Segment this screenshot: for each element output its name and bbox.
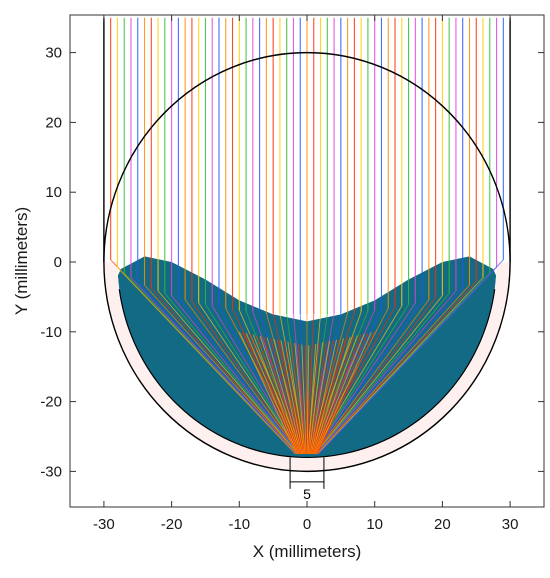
focal-ray [245,333,299,455]
focal-ray [311,338,341,455]
x-tick-label: -30 [93,516,115,533]
x-tick-label: -10 [228,516,250,533]
reflected-ray [313,302,416,455]
x-tick-label: 20 [434,516,451,533]
focal-ray [297,343,307,454]
reflected-ray [157,290,299,455]
reflected-ray [313,301,423,455]
focal-ray [310,340,334,455]
focal-ray [309,341,327,455]
focal-ray [266,337,302,455]
focal-ray [304,345,308,454]
focal-ray [249,333,299,455]
focal-ray [252,334,300,455]
reflected-ray [318,259,504,455]
aperture-bracket [289,457,325,489]
reflected-ray [315,293,450,455]
x-tick-label: -20 [161,516,183,533]
y-axis-label: Y (millimeters) [12,207,31,315]
reflected-ray [178,297,300,455]
y-tick-label: 30 [45,45,62,62]
ray-trace-group [110,17,504,455]
reflected-ray [130,277,297,455]
reflected-ray [144,284,298,455]
reflected-ray [316,287,464,455]
focal-ray [316,331,376,455]
focal-ray [242,332,298,455]
reflected-ray [123,272,297,455]
reflected-ray [171,295,300,455]
focal-ray [314,334,362,455]
y-tick-label: -30 [40,463,62,480]
focal-ray [301,344,307,454]
reflected-ray [314,295,443,455]
reflected-ray [191,301,301,455]
reflected-ray [314,297,436,455]
focal-ray [309,341,331,455]
focal-ray [306,345,310,454]
focal-ray [308,342,324,455]
reflected-ray [184,299,301,455]
x-tick-label: 10 [366,516,383,533]
reflected-ray [164,293,299,455]
reflected-ray [313,299,430,455]
y-tick-label: 20 [45,114,62,131]
focal-ray [277,339,304,455]
y-tick-label: 0 [54,254,62,271]
reflected-ray [150,287,298,455]
focal-ray [312,337,348,455]
reflected-ray [198,302,301,455]
focal-ray [256,335,300,455]
x-axis-label: X (millimeters) [253,542,362,561]
focal-ray [238,331,298,455]
reflected-ray [315,290,457,455]
focal-ray [283,341,305,455]
x-axis: -30 -20 -10 0 10 20 30 [93,15,518,533]
reflected-ray [316,284,470,455]
focal-ray [307,343,317,454]
focal-ray [294,343,306,454]
focal-ray [308,343,320,454]
focal-ray [315,333,369,455]
aperture-label: 5 [303,486,311,502]
focal-ray [316,332,372,455]
focal-ray [259,335,301,455]
focal-ray [280,340,304,455]
x-tick-label: 0 [303,516,311,533]
focal-ray [313,336,351,455]
focal-ray [270,338,303,455]
y-tick-label: -20 [40,394,62,411]
focal-ray [314,335,358,455]
focal-ray [307,344,313,454]
focal-ray [315,333,365,455]
focal-ray [263,336,301,455]
focal-ray [313,335,355,455]
x-tick-label: 30 [502,516,519,533]
y-tick-label: -10 [40,324,62,341]
focal-ray [273,338,303,455]
mirror-inner-arc [118,289,496,459]
reflected-ray [317,277,484,455]
y-axis: 30 20 10 0 -10 -20 -30 [40,45,544,480]
focal-ray [310,339,337,455]
focal-ray [290,342,306,455]
reflected-ray [137,281,298,455]
focal-ray [287,341,305,455]
y-tick-label: 10 [45,184,62,201]
reflected-ray [316,281,477,455]
focal-ray [311,338,344,455]
